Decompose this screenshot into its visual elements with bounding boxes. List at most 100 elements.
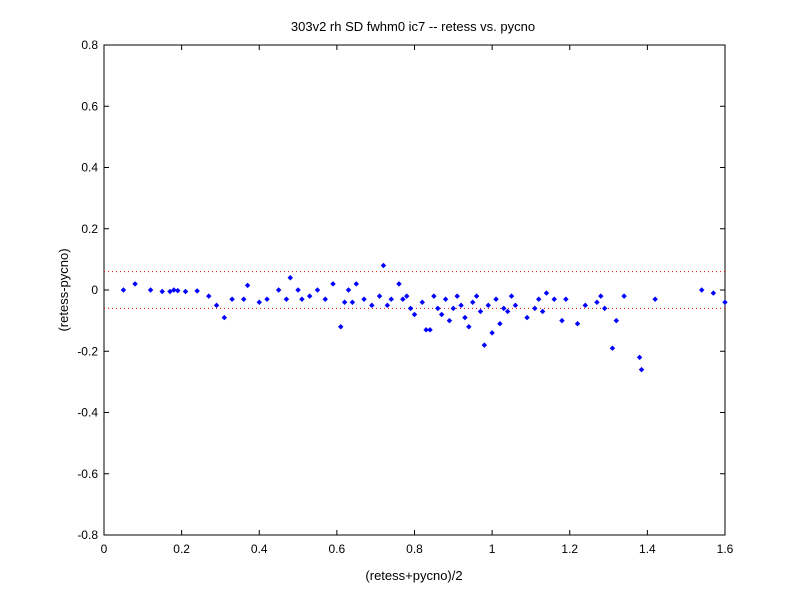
data-point xyxy=(341,299,348,305)
data-point xyxy=(524,314,530,321)
data-point xyxy=(621,293,627,299)
data-point xyxy=(167,288,173,295)
data-point xyxy=(473,293,480,299)
data-point xyxy=(481,342,488,348)
data-point xyxy=(159,288,165,295)
data-point xyxy=(462,314,468,321)
data-point xyxy=(314,287,321,293)
data-point xyxy=(582,302,588,309)
x-tick-label: 0 xyxy=(101,542,108,556)
data-point xyxy=(213,302,220,309)
data-point xyxy=(636,354,643,361)
data-point xyxy=(264,296,270,302)
data-point xyxy=(454,293,460,299)
data-point xyxy=(652,296,658,302)
data-point xyxy=(613,317,620,324)
data-point xyxy=(477,308,484,315)
x-tick-label: 0.6 xyxy=(329,542,346,556)
y-tick-label: -0.6 xyxy=(77,467,98,481)
data-point xyxy=(396,281,402,287)
data-point xyxy=(241,296,247,302)
y-tick-label: 0.4 xyxy=(81,161,98,175)
data-point xyxy=(574,320,581,327)
data-point xyxy=(256,299,262,305)
data-point xyxy=(120,287,127,293)
data-point xyxy=(295,287,301,293)
data-point xyxy=(466,324,472,330)
data-point xyxy=(722,299,728,305)
data-point xyxy=(283,296,290,302)
data-point xyxy=(543,290,550,296)
data-point xyxy=(244,282,251,289)
data-point xyxy=(400,296,406,302)
data-point xyxy=(539,308,546,315)
data-point xyxy=(450,305,457,312)
data-point xyxy=(206,293,212,299)
x-tick-label: 0.2 xyxy=(173,542,190,556)
data-point xyxy=(275,287,282,293)
data-point xyxy=(601,305,608,312)
data-point xyxy=(497,320,503,327)
data-point xyxy=(349,299,356,305)
x-axis-ticks: 0 0.2 0.4 0.6 0.8 1 1.2 1.4 1.6 xyxy=(101,45,734,556)
data-point xyxy=(535,296,542,302)
data-point xyxy=(493,296,499,302)
x-tick-label: 1.2 xyxy=(561,542,578,556)
data-point xyxy=(446,317,453,324)
x-tick-label: 1.6 xyxy=(717,542,734,556)
y-tick-label: -0.2 xyxy=(77,344,98,358)
data-point xyxy=(419,299,425,305)
data-point xyxy=(147,287,154,293)
data-point xyxy=(287,275,294,281)
axes-box xyxy=(103,44,726,536)
data-point xyxy=(353,281,360,287)
data-point xyxy=(306,293,313,299)
data-point xyxy=(407,305,414,312)
y-axis-ticks: -0.8 -0.6 -0.4 -0.2 0 0.2 0.4 0.6 0.8 xyxy=(77,38,725,542)
x-tick-label: 1.4 xyxy=(639,542,656,556)
chart-title: 303v2 rh SD fwhm0 ic7 -- retess vs. pycn… xyxy=(291,19,535,34)
data-point xyxy=(698,287,705,293)
data-point xyxy=(423,327,429,333)
data-point xyxy=(338,324,344,330)
data-point xyxy=(404,293,410,299)
data-point xyxy=(380,262,387,269)
data-point xyxy=(638,366,645,373)
data-point xyxy=(442,296,449,302)
data-point xyxy=(221,314,228,321)
data-point xyxy=(469,299,476,305)
y-tick-label: 0.6 xyxy=(81,99,98,113)
data-point xyxy=(361,296,367,302)
x-axis-label: (retess+pycno)/2 xyxy=(365,568,462,583)
data-point xyxy=(175,287,181,294)
data-point xyxy=(501,305,507,312)
y-tick-label: -0.4 xyxy=(77,406,98,420)
data-point xyxy=(431,293,437,299)
data-point xyxy=(369,302,375,309)
data-point xyxy=(330,281,336,287)
data-point xyxy=(388,296,394,302)
data-point xyxy=(512,302,519,309)
data-point xyxy=(411,311,418,318)
data-points xyxy=(120,262,728,373)
data-point xyxy=(322,296,328,302)
data-point xyxy=(384,302,391,309)
plot-area xyxy=(103,44,726,536)
y-tick-label: 0.2 xyxy=(81,222,98,236)
data-point xyxy=(194,288,200,294)
data-point xyxy=(710,290,717,296)
data-point xyxy=(182,288,189,295)
x-tick-label: 1 xyxy=(489,542,496,556)
data-point xyxy=(376,293,383,299)
data-point xyxy=(559,317,565,324)
data-point xyxy=(489,330,495,336)
data-point xyxy=(598,293,604,299)
data-point xyxy=(229,296,235,302)
data-point xyxy=(504,308,511,315)
data-point xyxy=(485,302,491,309)
data-point xyxy=(345,287,352,293)
data-point xyxy=(458,302,464,309)
data-point xyxy=(508,293,515,299)
data-point xyxy=(299,296,305,302)
